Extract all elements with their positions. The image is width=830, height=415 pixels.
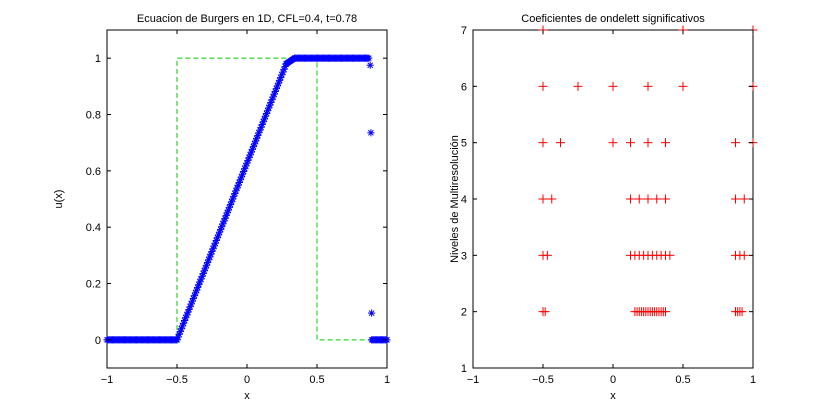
left-y-tick-label: 0: [95, 335, 101, 347]
right-ticks-layer: −1 −0.5 0 0.5 1 1 2 3 4 5 6 7: [461, 25, 756, 386]
wavelet-coefficient-marker: [665, 250, 675, 260]
left-x-tick-label: 1: [384, 374, 390, 386]
right-x-axis-label: x: [610, 390, 616, 402]
right-y-axis-label: Niveles de Multiresolución: [449, 135, 461, 263]
right-y-tick-label: 6: [461, 81, 467, 93]
wavelet-coefficient-marker: [538, 138, 548, 148]
left-y-axis-label: u(x): [53, 190, 65, 209]
wavelet-coefficient-marker: [643, 194, 653, 204]
wavelet-coefficient-marker: [643, 81, 653, 91]
wavelet-coefficient-marker: [556, 138, 565, 148]
wavelet-coefficient-marker: [661, 138, 670, 148]
left-y-tick-label: 1: [95, 53, 101, 65]
wavelet-coefficient-marker: [626, 138, 635, 148]
right-y-tick-label: 4: [461, 194, 467, 206]
wavelet-coefficient-marker: [538, 194, 548, 204]
star-stroke: [365, 55, 372, 62]
left-ticks-layer: −1 −0.5 0 0.5 1 0 0.2 0.4 0.6 0.8 1: [86, 30, 390, 386]
left-x-tick-label: −1: [101, 374, 114, 386]
wavelet-coefficient-marker: [634, 194, 644, 204]
wavelet-coefficient-marker: [540, 307, 550, 317]
wavelet-coefficient-marker: [678, 81, 688, 91]
wavelet-coefficient-marker: [652, 194, 662, 204]
solution-star-marker: [368, 309, 376, 317]
right-x-tick-label: −0.5: [532, 374, 554, 386]
wavelet-coefficient-marker: [608, 81, 618, 91]
wavelet-coefficient-marker: [643, 138, 653, 148]
wavelet-coefficient-marker: [661, 194, 670, 204]
solution-star-marker: [269, 93, 277, 101]
wavelet-coefficient-marker: [608, 138, 618, 148]
star-stroke: [368, 129, 374, 136]
right-y-tick-label: 2: [461, 307, 467, 319]
left-y-tick-label: 0.8: [86, 110, 101, 122]
right-plot-frame: [472, 29, 754, 369]
solution-star-marker: [182, 314, 190, 322]
left-x-tick-label: 0: [244, 374, 250, 386]
wavelet-coefficient-marker: [739, 250, 749, 260]
wavelet-coefficient-marker: [547, 194, 557, 204]
solution-star-marker: [365, 54, 373, 62]
wavelet-coefficient-marker: [661, 307, 670, 317]
left-plot-frame: [106, 29, 388, 369]
left-y-tick-label: 0.2: [86, 279, 101, 291]
right-chart-title: Coeficientes de ondelett significativos: [521, 13, 705, 25]
left-y-tick-label: 0.4: [86, 222, 101, 234]
wavelet-coefficient-marker: [731, 138, 740, 148]
left-axes: −1 −0.5 0 0.5 1 0 0.2 0.4 0.6 0.8 1 Ecuacion de Bu…: [53, 13, 391, 402]
left-chart-title: Ecuacion de Burgers en 1D, CFL=0.4, t=0.…: [137, 13, 357, 25]
right-x-tick-label: 1: [750, 374, 756, 386]
right-axes: −1 −0.5 0 0.5 1 1 2 3 4 5 6 7 Coeficientes de ondel…: [449, 13, 758, 402]
right-x-tick-label: 0: [610, 374, 616, 386]
solution-star-marker: [198, 272, 206, 280]
right-y-tick-label: 7: [461, 25, 467, 37]
left-series-layer: [103, 54, 391, 344]
right-series-layer: [538, 25, 758, 317]
left-x-tick-label: −0.5: [166, 374, 188, 386]
right-x-tick-label: −1: [467, 374, 480, 386]
wavelet-coefficient-marker: [542, 250, 552, 260]
solution-star-marker: [366, 61, 374, 69]
left-y-tick-label: 0.6: [86, 166, 101, 178]
star-stroke: [367, 62, 374, 69]
right-x-tick-label: 0.5: [675, 374, 690, 386]
right-y-tick-label: 3: [461, 250, 467, 262]
left-x-axis-label: x: [244, 390, 250, 402]
right-y-tick-label: 1: [461, 363, 467, 375]
wavelet-coefficient-marker: [573, 81, 583, 91]
solution-star-marker: [367, 129, 375, 137]
right-y-tick-label: 5: [461, 138, 467, 150]
wavelet-coefficient-marker: [737, 307, 747, 317]
wavelet-coefficient-marker: [538, 81, 548, 91]
wavelet-coefficient-marker: [731, 194, 740, 204]
wavelet-coefficient-marker: [739, 194, 749, 204]
left-x-tick-label: 0.5: [309, 374, 324, 386]
wavelet-coefficient-marker: [626, 194, 635, 204]
star-stroke: [368, 310, 375, 316]
